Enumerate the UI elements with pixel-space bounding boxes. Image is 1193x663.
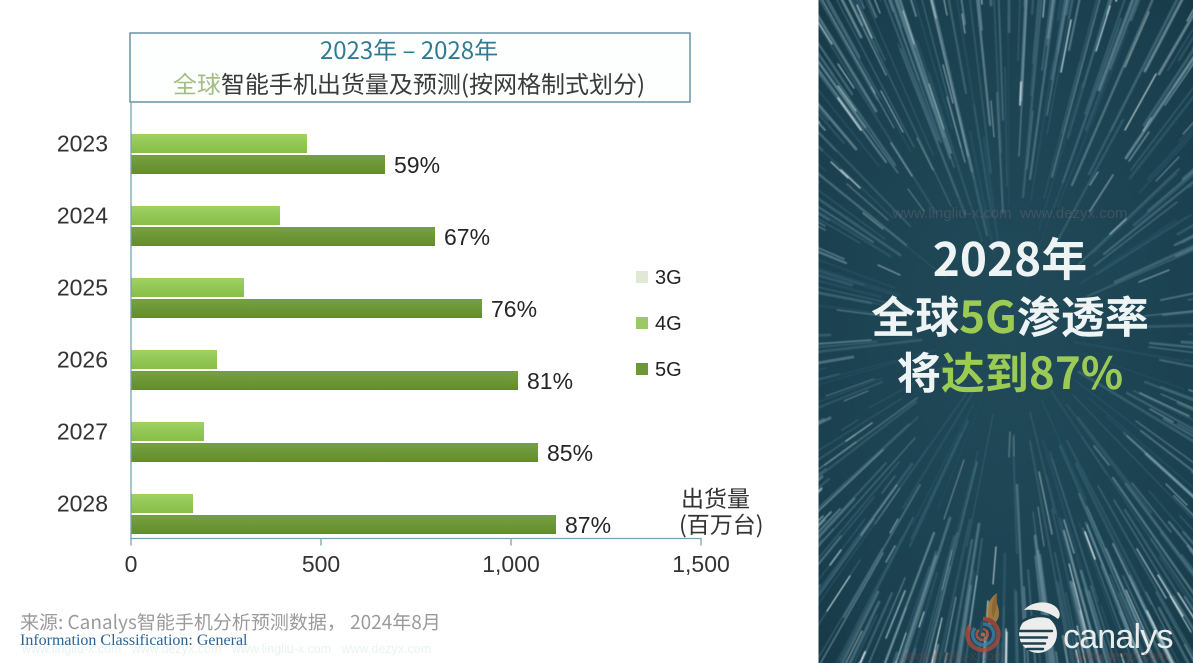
svg-text:4G: 4G bbox=[655, 313, 682, 335]
svg-text:67%: 67% bbox=[444, 224, 490, 250]
svg-text:www.lingliu-x.com: www.lingliu-x.com bbox=[900, 648, 1004, 663]
svg-text:Information Classification: Ge: Information Classification: General bbox=[20, 632, 248, 649]
svg-text:81%: 81% bbox=[527, 368, 573, 394]
svg-text:85%: 85% bbox=[547, 440, 593, 466]
svg-text:3G: 3G bbox=[655, 267, 682, 289]
svg-text:76%: 76% bbox=[491, 296, 537, 322]
svg-text:5G: 5G bbox=[655, 359, 682, 381]
svg-text:2023: 2023 bbox=[57, 131, 108, 157]
svg-text:500: 500 bbox=[302, 551, 340, 577]
svg-text:www.dezyx.com: www.dezyx.com bbox=[1073, 648, 1167, 663]
svg-text:www.lingliu-x.com www.dezyx.: www.lingliu-x.com www.dezyx.com www.ling… bbox=[21, 642, 431, 656]
svg-text:87%: 87% bbox=[565, 512, 611, 538]
svg-text:2027: 2027 bbox=[57, 419, 108, 445]
svg-text:1,000: 1,000 bbox=[482, 551, 540, 577]
svg-text:2025: 2025 bbox=[57, 275, 108, 301]
svg-text:2024: 2024 bbox=[57, 203, 108, 229]
svg-text:1,500: 1,500 bbox=[672, 551, 730, 577]
svg-text:2026: 2026 bbox=[57, 347, 108, 373]
svg-text:2028: 2028 bbox=[57, 491, 108, 517]
svg-text:0: 0 bbox=[125, 551, 138, 577]
svg-text:canalys: canalys bbox=[1063, 618, 1173, 656]
svg-text:59%: 59% bbox=[394, 152, 440, 178]
svg-text:www.lingliu-x.com www.dezyx.c: www.lingliu-x.com www.dezyx.com bbox=[891, 205, 1127, 222]
